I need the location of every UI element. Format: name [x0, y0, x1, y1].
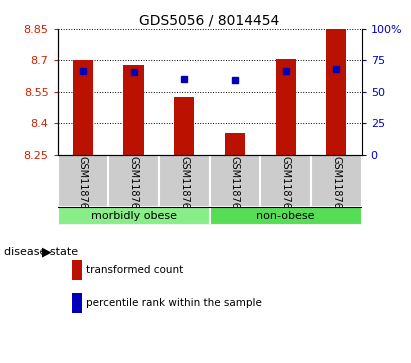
- Bar: [225, 133, 245, 155]
- Text: morbidly obese: morbidly obese: [90, 211, 177, 221]
- Text: GSM1187676: GSM1187676: [230, 156, 240, 221]
- Text: disease state: disease state: [4, 247, 78, 257]
- Text: GSM1187673: GSM1187673: [78, 156, 88, 221]
- Bar: [73, 61, 93, 155]
- Text: transformed count: transformed count: [86, 265, 184, 276]
- Bar: [108, 155, 159, 208]
- Bar: [159, 155, 210, 208]
- Bar: [326, 28, 346, 155]
- Text: non-obese: non-obese: [256, 211, 315, 221]
- Bar: [210, 208, 362, 225]
- Text: percentile rank within the sample: percentile rank within the sample: [86, 298, 262, 308]
- Bar: [275, 60, 296, 155]
- Title: GDS5056 / 8014454: GDS5056 / 8014454: [139, 14, 280, 28]
- Bar: [58, 208, 210, 225]
- Bar: [174, 97, 194, 155]
- Bar: [58, 155, 108, 208]
- Text: GSM1187674: GSM1187674: [129, 156, 139, 221]
- Bar: [311, 155, 362, 208]
- Text: ▶: ▶: [42, 246, 52, 259]
- Text: GSM1187677: GSM1187677: [281, 156, 291, 222]
- Text: GSM1187675: GSM1187675: [179, 156, 189, 222]
- Bar: [123, 65, 144, 155]
- Text: GSM1187678: GSM1187678: [331, 156, 341, 221]
- Bar: [210, 155, 260, 208]
- Bar: [260, 155, 311, 208]
